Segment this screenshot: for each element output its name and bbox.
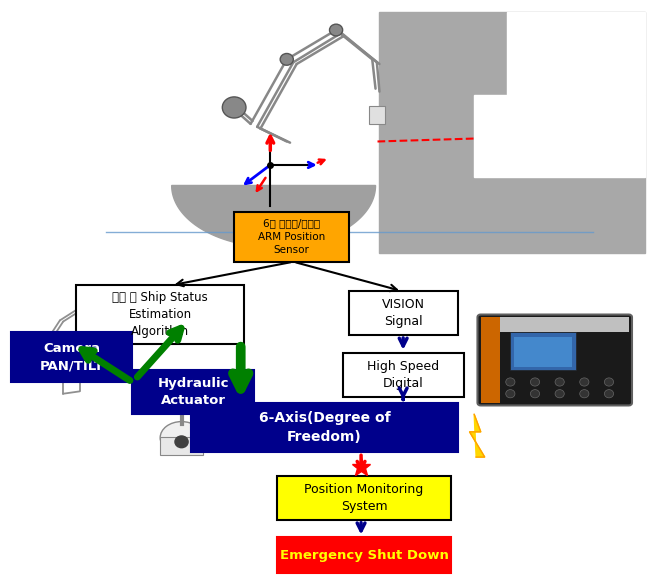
Polygon shape xyxy=(172,185,376,247)
Text: VISION
Signal: VISION Signal xyxy=(382,298,425,328)
Text: Camera
PAN/TILT: Camera PAN/TILT xyxy=(40,342,103,372)
Circle shape xyxy=(604,378,614,386)
Circle shape xyxy=(530,378,540,386)
Bar xyxy=(500,318,629,332)
Circle shape xyxy=(555,390,564,398)
Circle shape xyxy=(280,54,293,65)
Bar xyxy=(481,318,500,403)
Text: 6-Axis(Degree of
Freedom): 6-Axis(Degree of Freedom) xyxy=(259,411,390,444)
Bar xyxy=(510,332,576,370)
Bar xyxy=(191,403,458,452)
Text: Hydraulic
Actuator: Hydraulic Actuator xyxy=(158,377,229,407)
Circle shape xyxy=(28,347,47,363)
Text: Position Monitoring
System: Position Monitoring System xyxy=(304,483,424,513)
Bar xyxy=(369,106,386,124)
Polygon shape xyxy=(474,95,645,176)
Circle shape xyxy=(505,390,515,398)
Polygon shape xyxy=(379,12,645,253)
Circle shape xyxy=(580,378,589,386)
Circle shape xyxy=(580,390,589,398)
Circle shape xyxy=(175,436,188,447)
Circle shape xyxy=(330,24,343,36)
Circle shape xyxy=(505,378,515,386)
Polygon shape xyxy=(507,12,645,95)
Circle shape xyxy=(604,390,614,398)
Bar xyxy=(11,332,132,382)
Circle shape xyxy=(530,390,540,398)
Bar xyxy=(277,537,451,573)
FancyBboxPatch shape xyxy=(478,315,632,406)
Text: High Speed
Digital: High Speed Digital xyxy=(368,360,440,390)
Ellipse shape xyxy=(160,422,203,454)
Bar xyxy=(76,285,244,344)
Text: Emergency Shut Down: Emergency Shut Down xyxy=(279,549,449,562)
Bar xyxy=(161,436,202,455)
Bar xyxy=(349,291,458,335)
Bar xyxy=(234,212,349,262)
Circle shape xyxy=(222,97,246,118)
Bar xyxy=(513,337,571,368)
Polygon shape xyxy=(470,415,485,457)
Bar xyxy=(343,353,465,397)
Text: 6축 자이로/가속도
ARM Position
Sensor: 6축 자이로/가속도 ARM Position Sensor xyxy=(258,219,326,255)
Bar xyxy=(277,476,451,520)
Bar xyxy=(132,370,254,415)
Circle shape xyxy=(555,378,564,386)
Text: 선속 및 Ship Status
Estimation
Algorithm: 선속 및 Ship Status Estimation Algorithm xyxy=(112,291,208,338)
